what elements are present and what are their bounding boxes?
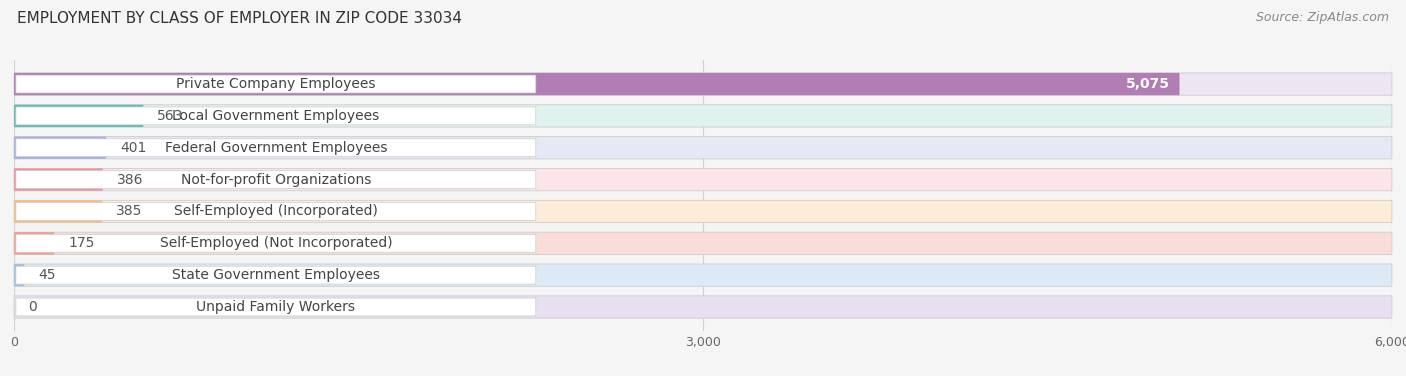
Text: State Government Employees: State Government Employees [172,268,380,282]
Text: Self-Employed (Incorporated): Self-Employed (Incorporated) [174,205,378,218]
Text: EMPLOYMENT BY CLASS OF EMPLOYER IN ZIP CODE 33034: EMPLOYMENT BY CLASS OF EMPLOYER IN ZIP C… [17,11,463,26]
Text: 385: 385 [117,205,142,218]
FancyBboxPatch shape [14,264,1392,286]
FancyBboxPatch shape [14,136,105,159]
Text: 386: 386 [117,173,143,186]
FancyBboxPatch shape [14,105,143,127]
Text: 563: 563 [157,109,184,123]
Text: Source: ZipAtlas.com: Source: ZipAtlas.com [1256,11,1389,24]
FancyBboxPatch shape [14,168,1392,191]
FancyBboxPatch shape [15,203,536,220]
FancyBboxPatch shape [15,75,536,93]
FancyBboxPatch shape [14,168,103,191]
Text: 45: 45 [38,268,56,282]
Text: Federal Government Employees: Federal Government Employees [165,141,387,155]
FancyBboxPatch shape [14,105,1392,127]
Text: Unpaid Family Workers: Unpaid Family Workers [197,300,356,314]
FancyBboxPatch shape [15,298,536,316]
Text: 5,075: 5,075 [1126,77,1170,91]
FancyBboxPatch shape [15,266,536,284]
FancyBboxPatch shape [15,139,536,157]
Text: 0: 0 [28,300,37,314]
FancyBboxPatch shape [14,264,24,286]
Text: 175: 175 [67,236,94,250]
Text: 401: 401 [120,141,146,155]
FancyBboxPatch shape [14,136,1392,159]
FancyBboxPatch shape [15,171,536,188]
Text: Local Government Employees: Local Government Employees [172,109,380,123]
FancyBboxPatch shape [14,200,103,223]
Text: Not-for-profit Organizations: Not-for-profit Organizations [180,173,371,186]
FancyBboxPatch shape [14,232,55,255]
FancyBboxPatch shape [14,200,1392,223]
FancyBboxPatch shape [14,232,1392,255]
FancyBboxPatch shape [14,73,1180,95]
Text: Self-Employed (Not Incorporated): Self-Employed (Not Incorporated) [159,236,392,250]
FancyBboxPatch shape [15,234,536,252]
FancyBboxPatch shape [14,296,1392,318]
FancyBboxPatch shape [14,73,1392,95]
Text: Private Company Employees: Private Company Employees [176,77,375,91]
FancyBboxPatch shape [15,107,536,125]
